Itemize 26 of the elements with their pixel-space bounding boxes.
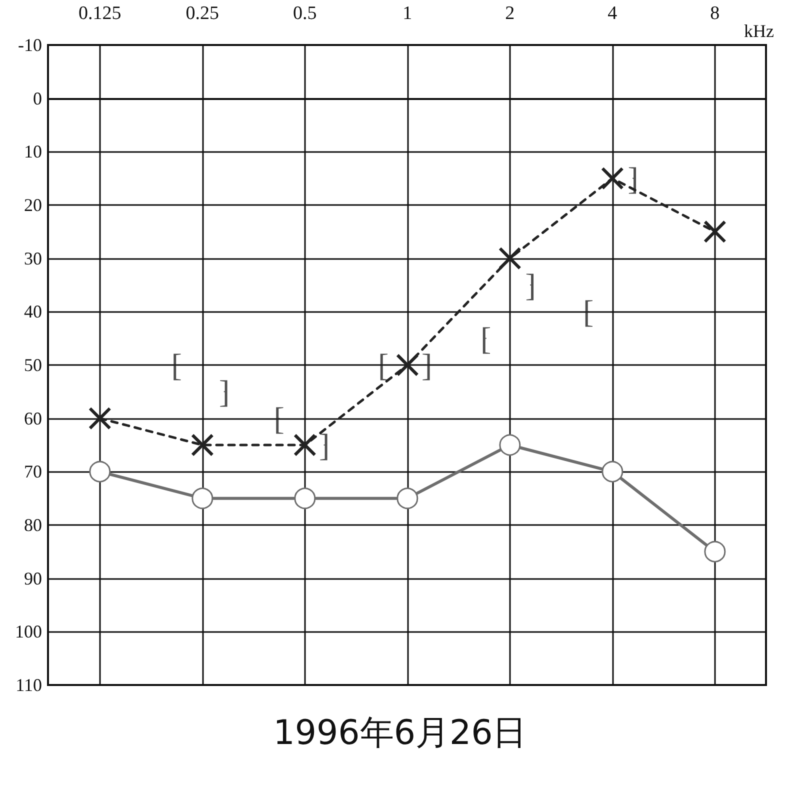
- x-tick-label: 1: [402, 3, 412, 24]
- y-tick-label: 20: [24, 195, 42, 215]
- data-label: ]: [525, 267, 536, 303]
- y-tick-label: -10: [18, 35, 42, 55]
- y-tick-label: 90: [24, 568, 42, 588]
- x-axis-title: kHz: [744, 21, 774, 41]
- data-label: ]: [219, 374, 230, 410]
- text: 1996年6月26日: [273, 713, 527, 753]
- y-tick-label: 80: [24, 515, 42, 535]
- y-tick-label: 10: [24, 142, 42, 162]
- x-tick-label: 0.5: [293, 3, 317, 24]
- y-tick-label: 40: [24, 302, 42, 322]
- x-tick-label: 0.125: [78, 3, 122, 24]
- x-tick-label: 4: [608, 3, 618, 24]
- y-tick-label: 110: [16, 675, 42, 695]
- x-tick-label: 2: [505, 3, 515, 24]
- x-tick-label: 0.25: [186, 3, 220, 24]
- x-tick-label: 8: [710, 3, 720, 24]
- data-label: ]: [318, 427, 330, 463]
- y-tick-label: 30: [24, 248, 42, 268]
- y-tick-label: 70: [24, 462, 42, 482]
- y-tick-label: 0: [33, 88, 42, 108]
- y-tick-label: 100: [15, 622, 42, 642]
- y-tick-label: 60: [24, 408, 42, 428]
- data-label: [: [480, 320, 492, 356]
- y-tick-label: 50: [24, 355, 42, 375]
